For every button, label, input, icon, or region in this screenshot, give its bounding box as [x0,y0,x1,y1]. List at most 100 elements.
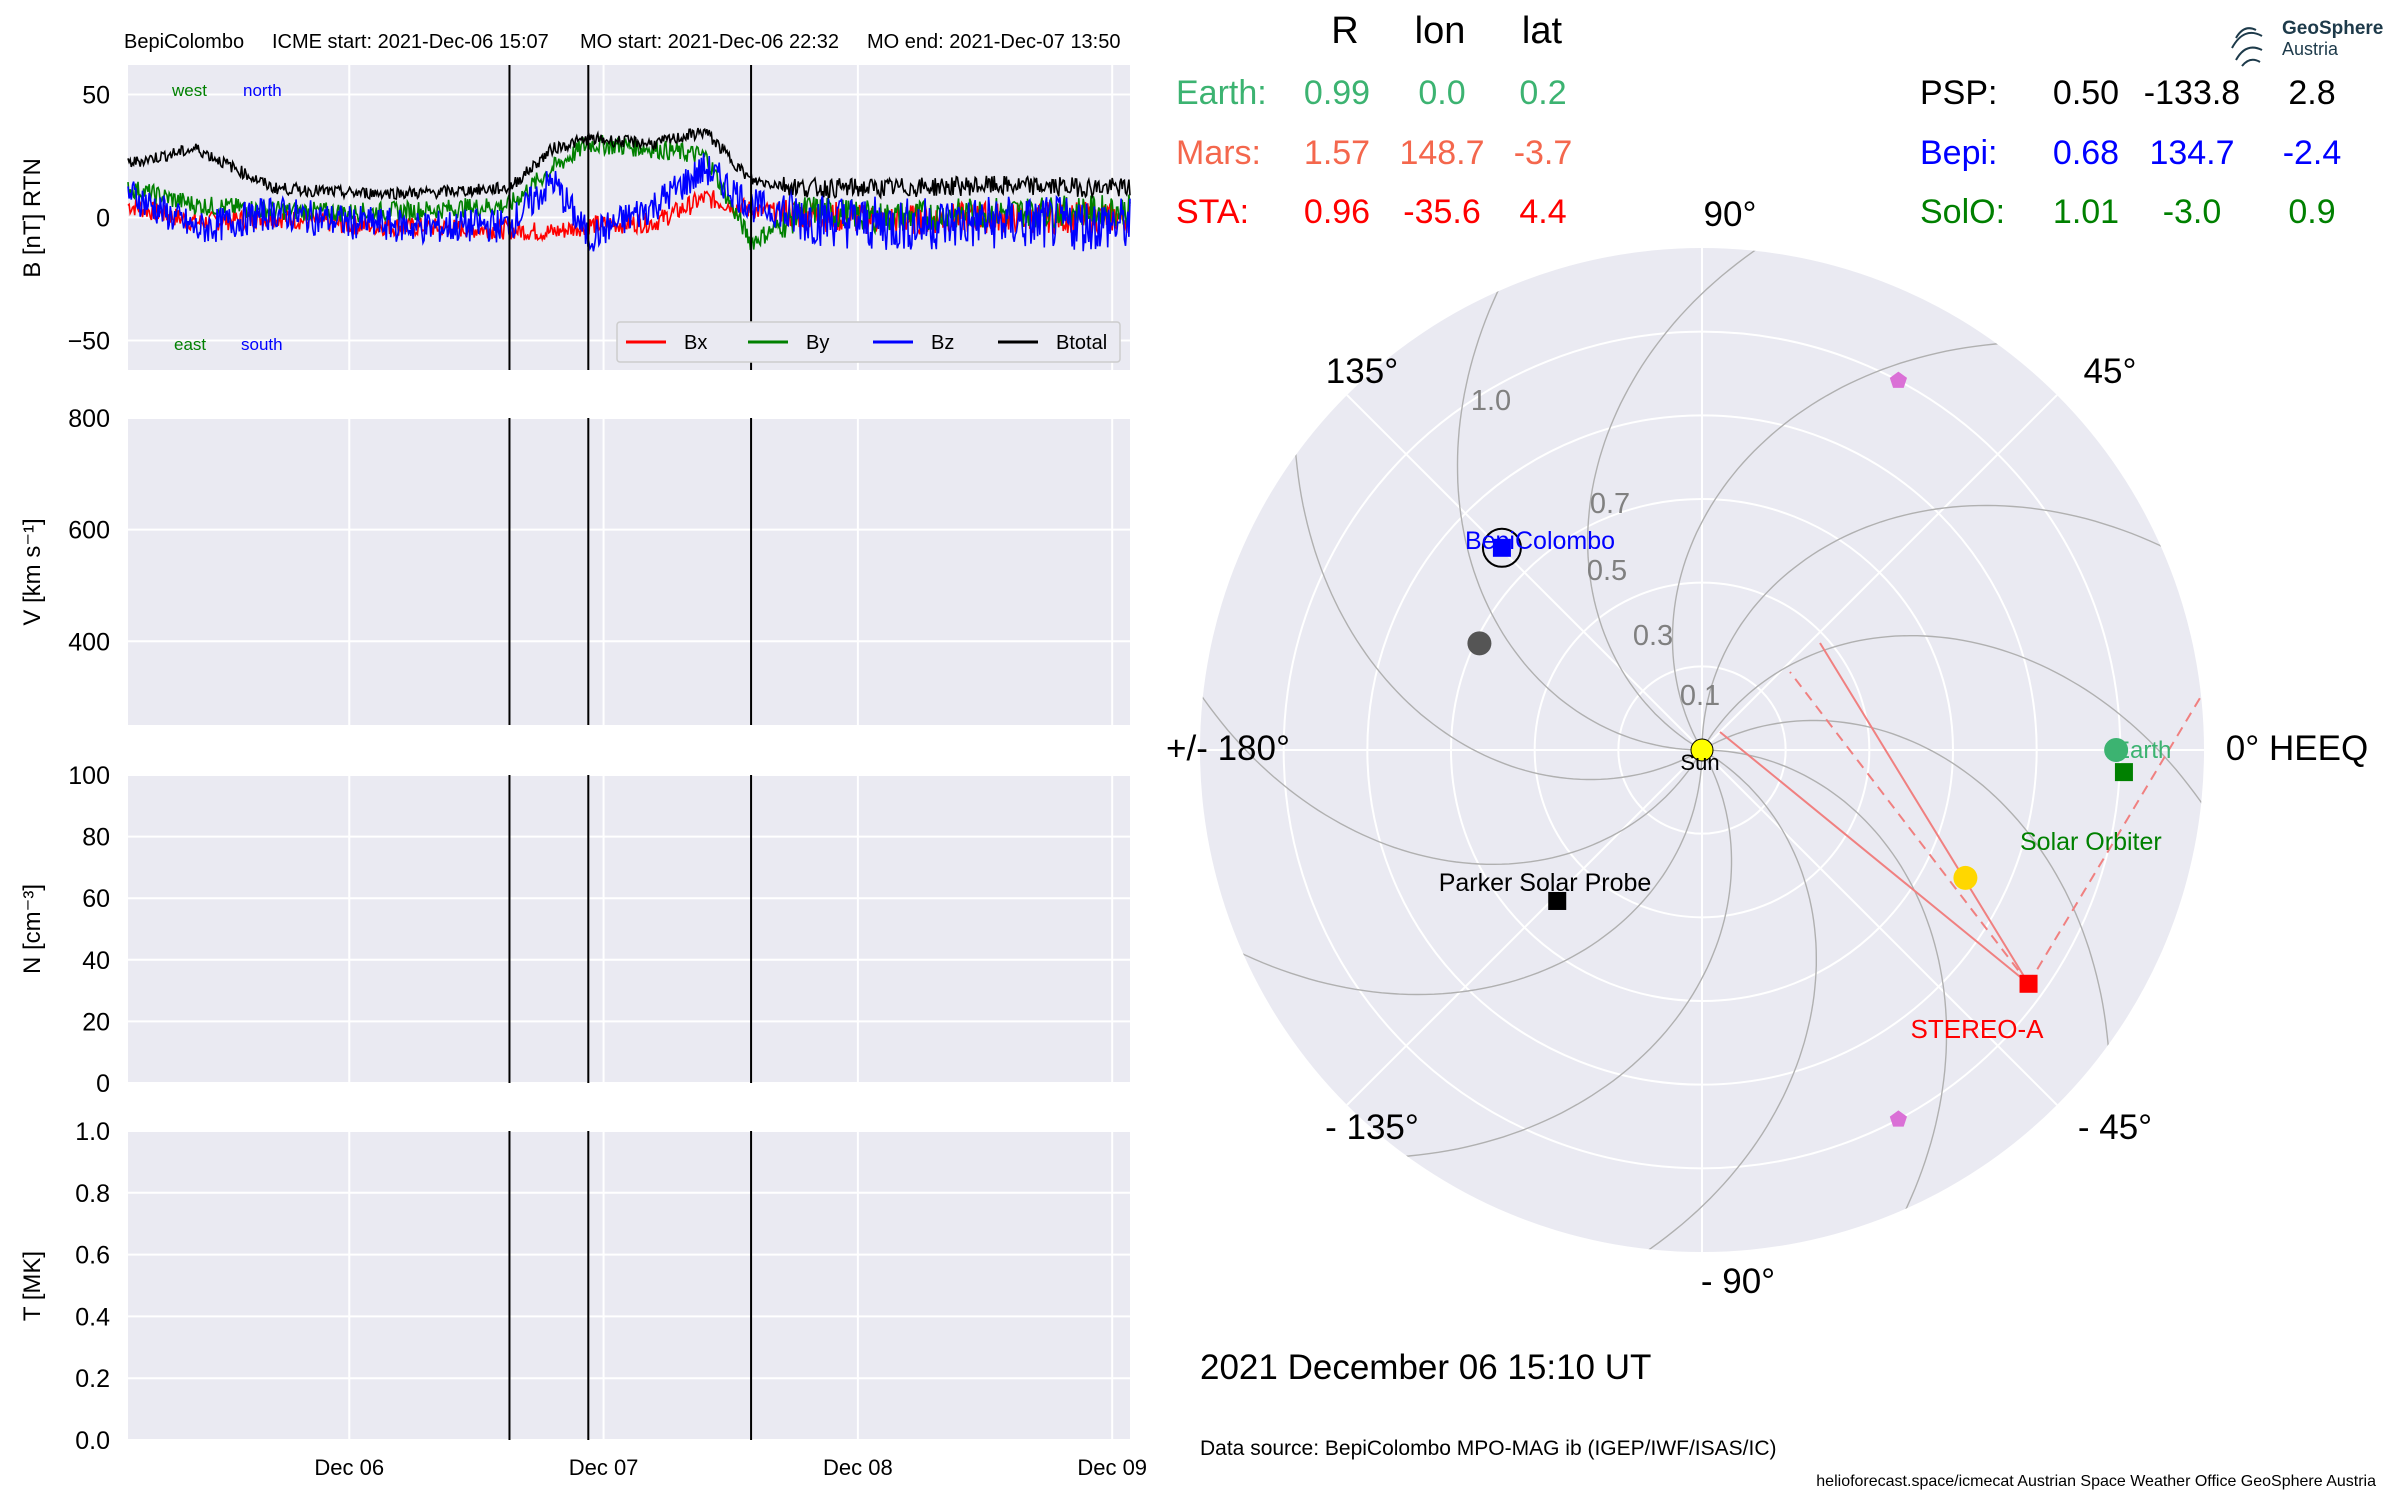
solar-orbiter-marker [2114,763,2133,782]
y-tick-labels: 100 80 60 40 20 0 [68,762,110,1098]
y-axis-label: B [nT] RTN [19,158,46,278]
table-cell-lon: 0.0 [1418,74,1465,112]
legend-label: By [806,332,829,354]
angle-spoke [1346,749,1703,1106]
earth-label: Earth [2114,737,2171,764]
object-marker [1953,865,1978,890]
panel-background [128,775,1130,1083]
legend-items: Bx By Bz Btotal [626,332,1107,354]
sun-label: Sun [1680,750,1719,775]
radius-tick-label: 0.3 [1633,620,1673,652]
parker-spiral [1456,256,1703,751]
x-tick-label: Dec 06 [314,1455,384,1480]
table-cell-lat: 4.4 [1519,193,1566,231]
parker-spiral [1701,504,2196,751]
date-label: 2021 December 06 15:10 UT [1200,1348,1651,1387]
series-bx [127,190,1131,243]
radius-tick-labels: 0.10.3 0.5 0.7 1.0 [1471,385,1720,712]
y-tick-label: 80 [82,824,110,852]
y-tick-label: 400 [68,628,110,656]
spacecraft-name: BepiColombo [124,31,244,53]
panel-background [128,418,1130,725]
series-btotal [127,127,1131,201]
angle-labels: 0° HEEQ 45° 90° 135° +/- 180° - 135° - 90° - 45… [1166,195,2368,1301]
parker-spiral [1671,341,2036,751]
parker-solar-probe-label: Parker Solar Probe [1439,869,1652,897]
object-marker [1467,631,1492,656]
x-tick-label: Dec 07 [569,1455,639,1480]
logo-icon [2231,27,2263,67]
table-row-name: SolO: [1920,193,2005,231]
table-cell-lat: 0.2 [1519,74,1566,112]
table-cell-r: 0.68 [2053,134,2119,172]
table-cell-lon: -3.0 [2163,193,2222,231]
radial-grid [1200,248,2204,1252]
table-row-name: Mars: [1176,134,1261,172]
table-cell-lat: -3.7 [1514,134,1573,172]
angle-label: +/- 180° [1166,729,1290,768]
legend: Bx By Bz Btotal [616,321,1121,363]
y-tick-label: −50 [68,327,110,355]
table-header: lat [1522,10,1563,52]
y-tick-label: 0.8 [75,1180,110,1208]
y-tick-labels: 800 600 400 [68,405,110,656]
radius-tick-label: 0.7 [1590,488,1630,520]
event-lines [508,1131,753,1440]
parker-spiral [1208,749,1703,996]
angle-label: 90° [1704,195,1757,234]
parker-solar-probe-marker [1548,891,1567,910]
legend-label: Bx [684,332,707,354]
table-cell-r: 1.57 [1304,134,1370,172]
north-label: north [243,81,282,100]
angle-spoke [1346,394,1703,751]
radius-tick-label: 0.1 [1680,680,1720,712]
table-row-name: PSP: [1920,74,1997,112]
panel-background [128,1131,1130,1440]
table-cell-lon: -35.6 [1403,193,1481,231]
footer-credits: helioforecast.space/icmecat Austrian Spa… [1816,1473,2376,1490]
table-header: R [1331,10,1358,52]
radius-tick-label: 1.0 [1471,385,1511,417]
parker-spiral [1587,248,1788,751]
y-tick-label: 0.2 [75,1365,110,1393]
y-tick-label: 0.0 [75,1427,110,1455]
y-tick-label: 800 [68,405,110,433]
angle-label: - 90° [1701,1262,1775,1301]
data-series [127,127,1131,252]
parker-spiral [1368,749,1733,1159]
parker-spiral [1701,719,2111,1084]
x-tick-labels: Dec 06 Dec 07 Dec 08 Dec 09 [314,1455,1147,1480]
table-cell-r: 0.99 [1304,74,1370,112]
grid-lines [128,774,1130,1084]
event-lines [508,775,753,1083]
sun-marker [1690,738,1714,762]
y-tick-label: 100 [68,762,110,790]
table-cell-lon: 134.7 [2149,134,2234,172]
polar-position-plot: 0.10.3 0.5 0.7 1.0 0° HEEQ 45° 90° 135° +/- 180… [1166,195,2368,1301]
fov-line [1819,642,2030,985]
parker-spirals [1200,248,2204,1252]
y-tick-labels: 50 0 −50 [68,82,110,356]
y-tick-labels: 1.0 0.8 0.6 0.4 0.2 0.0 [75,1118,110,1455]
bepicolombo-label: BepiColombo [1465,527,1615,555]
object-marker [1889,371,1907,388]
parker-spiral [1293,416,1703,781]
solar-orbiter-label: Solar Orbiter [2020,828,2162,856]
fov-line-sun [1719,731,2030,985]
y-tick-label: 1.0 [75,1118,110,1146]
temperature-panel: 1.00.80.60.40.20.0 T [MK] Dec 06 Dec 07 De… [19,1118,1147,1480]
x-tick-label: Dec 08 [823,1455,893,1480]
grid-lines [128,417,1130,725]
y-tick-label: 600 [68,517,110,545]
mo-end-label: MO end: 2021-Dec-07 13:50 [867,31,1121,53]
bepicolombo-ring [1481,527,1522,568]
table-cell-lon: 148.7 [1399,134,1484,172]
velocity-panel: 800 600 400 V [km s⁻¹] [19,405,1130,725]
y-tick-label: 60 [82,885,110,913]
angle-spoke [1701,749,2058,1106]
angle-label: - 45° [2078,1108,2152,1147]
fov-line-dashed [1789,671,2030,985]
bepicolombo-marker [1492,538,1511,557]
y-tick-label: 0.4 [75,1303,110,1331]
